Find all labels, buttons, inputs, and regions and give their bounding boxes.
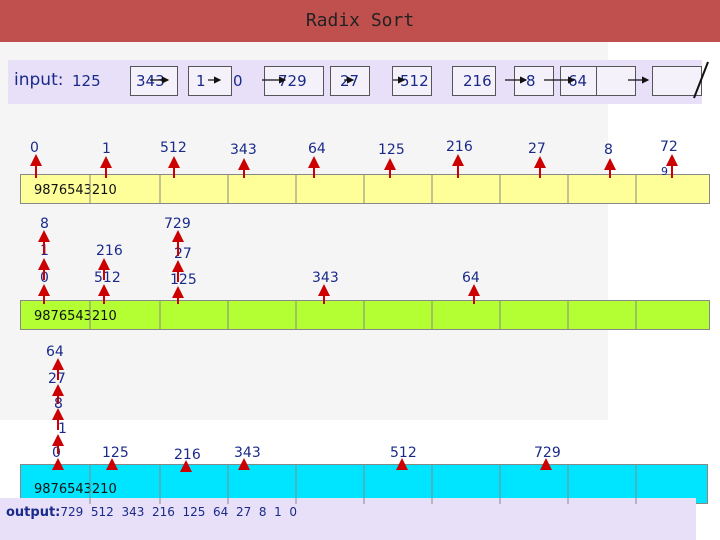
bucket-label: 27 — [528, 141, 546, 157]
input-node — [130, 66, 178, 96]
input-node-null — [652, 66, 702, 96]
bucket-label: 8 — [604, 142, 613, 158]
bucket-label: 125 — [102, 445, 129, 461]
input-node — [596, 66, 636, 96]
bucket-array-pass1 — [20, 174, 710, 204]
bucket-label: 1 — [102, 141, 111, 157]
bucket-label: 343 — [230, 142, 257, 158]
input-value: 125 — [72, 72, 101, 90]
bucket-label: 8 — [40, 216, 49, 232]
null-pointer-slash — [693, 61, 709, 99]
digit-index-row: 9876543210 — [34, 309, 117, 324]
bucket-label: 512 — [390, 445, 417, 461]
input-value: 512 — [400, 72, 429, 90]
digit-index-row: 9876543210 — [34, 482, 117, 497]
bucket-label: 72 — [660, 139, 678, 155]
input-label: input: — [14, 70, 64, 90]
bucket-label: 343 — [312, 270, 339, 286]
bucket-label: 343 — [234, 445, 261, 461]
bucket-label: 64 — [46, 344, 64, 360]
bucket-label: 512 — [94, 270, 121, 286]
input-value: 343 — [136, 72, 165, 90]
slide-title: Radix Sort — [0, 0, 720, 42]
bucket-label: 216 — [96, 243, 123, 259]
output-label: output: — [6, 505, 61, 520]
bucket-label: 27 — [48, 371, 66, 387]
bucket-label: 64 — [308, 141, 326, 157]
background-panel — [0, 42, 608, 420]
output-values: 729 512 343 216 125 64 27 8 1 0 — [60, 505, 297, 519]
bucket-label: 216 — [446, 139, 473, 155]
bucket-arrows-pass3 — [52, 358, 552, 472]
bucket-label: 216 — [174, 447, 201, 463]
bucket-label: 64 — [462, 270, 480, 286]
bucket-label: 729 — [164, 216, 191, 232]
bucket-dividers-pass3 — [89, 464, 637, 504]
bucket-label: 0 — [30, 140, 39, 156]
input-node — [452, 66, 496, 96]
input-node — [264, 66, 324, 96]
bucket-label: 729 — [534, 445, 561, 461]
bucket-label: 9 — [661, 165, 668, 178]
bucket-dividers-pass1 — [89, 174, 637, 204]
bucket-arrows-pass2 — [38, 230, 480, 304]
digit-index-row: 9876543210 — [34, 183, 117, 198]
input-value: 1 — [196, 72, 206, 90]
bucket-arrows-pass1 — [30, 154, 678, 178]
bucket-dividers-pass2 — [89, 300, 637, 330]
input-value: 216 — [463, 72, 492, 90]
bucket-label: 512 — [160, 140, 187, 156]
output-text: output:729 512 343 216 125 64 27 8 1 0 — [6, 505, 297, 520]
output-box — [0, 498, 696, 540]
bucket-label: 0 — [52, 445, 61, 461]
bucket-label: 125 — [170, 272, 197, 288]
bucket-label: 1 — [58, 421, 67, 437]
input-node — [188, 66, 232, 96]
bucket-array-pass2 — [20, 300, 710, 330]
white-gap — [0, 420, 162, 464]
input-value: 0 — [233, 72, 243, 90]
bucket-label: 125 — [378, 142, 405, 158]
input-value: 8 — [526, 72, 536, 90]
